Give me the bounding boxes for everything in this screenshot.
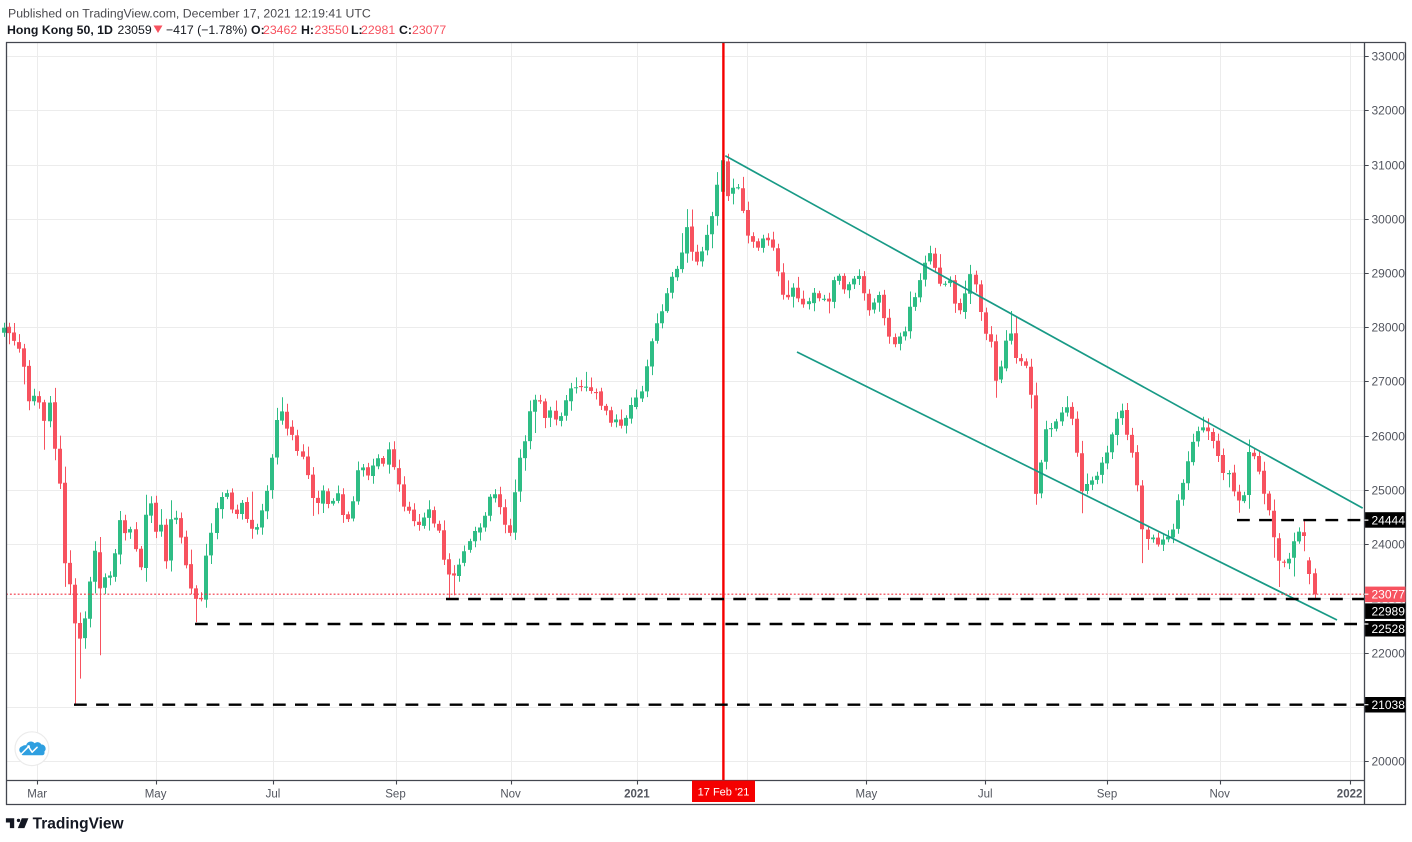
svg-text:22989: 22989 [1372, 605, 1406, 619]
svg-text:27000: 27000 [1372, 375, 1406, 389]
svg-text:28000: 28000 [1372, 321, 1406, 335]
svg-text:May: May [145, 789, 167, 801]
svg-text:25000: 25000 [1372, 484, 1406, 498]
svg-text:Sep: Sep [1097, 789, 1117, 801]
svg-text:32000: 32000 [1372, 104, 1406, 118]
svg-text:26000: 26000 [1372, 430, 1406, 444]
svg-text:Nov: Nov [500, 789, 521, 801]
svg-text:23059: 23059 [118, 23, 152, 37]
svg-text:TradingView: TradingView [33, 816, 125, 833]
svg-text:L:: L: [351, 23, 363, 37]
svg-text:C:: C: [399, 23, 412, 37]
svg-text:Jul: Jul [978, 789, 993, 801]
svg-text:−417 (−1.78%): −417 (−1.78%) [166, 23, 247, 37]
svg-text:Jul: Jul [266, 789, 281, 801]
svg-text:2022: 2022 [1337, 789, 1363, 801]
svg-text:29000: 29000 [1372, 267, 1406, 281]
svg-text:Published on TradingView.com,: Published on TradingView.com, December 1… [8, 7, 371, 21]
svg-text:H:: H: [301, 23, 314, 37]
svg-text:23077: 23077 [1372, 588, 1406, 602]
svg-text:20000: 20000 [1372, 755, 1406, 769]
svg-text:24000: 24000 [1372, 538, 1406, 552]
svg-text:2021: 2021 [624, 789, 650, 801]
svg-text:22981: 22981 [361, 23, 395, 37]
svg-text:23462: 23462 [263, 23, 297, 37]
svg-text:33000: 33000 [1372, 50, 1406, 64]
svg-text:Mar: Mar [27, 789, 47, 801]
svg-text:24444: 24444 [1372, 513, 1406, 527]
svg-text:31000: 31000 [1372, 159, 1406, 173]
svg-text:23550: 23550 [315, 23, 349, 37]
svg-text:O:: O: [251, 23, 265, 37]
svg-text:30000: 30000 [1372, 213, 1406, 227]
svg-text:Hong Kong 50, 1D: Hong Kong 50, 1D [7, 23, 113, 37]
svg-text:17 Feb '21: 17 Feb '21 [698, 787, 750, 799]
svg-text:21038: 21038 [1372, 698, 1406, 712]
svg-text:Nov: Nov [1209, 789, 1230, 801]
svg-text:Sep: Sep [385, 789, 405, 801]
svg-text:22528: 22528 [1372, 622, 1406, 636]
svg-text:22000: 22000 [1372, 647, 1406, 661]
svg-text:May: May [856, 789, 878, 801]
svg-text:23077: 23077 [412, 23, 446, 37]
